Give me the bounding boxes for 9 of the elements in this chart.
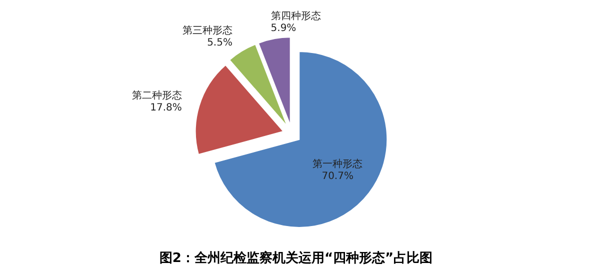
data-label: 70.7% <box>322 170 354 182</box>
slice-label: 第四种形态 <box>270 10 321 22</box>
data-label: 5.5% <box>207 38 232 49</box>
slice-label: 第三种形态 <box>182 24 232 37</box>
text: 图2：全州纪检监察机关运用“四种形态”占比图 <box>159 250 433 266</box>
data-label: 5.9% <box>270 22 296 34</box>
slice-label: 第一种形态 <box>312 158 363 170</box>
data-label: 17.8% <box>150 102 182 114</box>
slice-label: 第二种形态 <box>132 90 182 102</box>
